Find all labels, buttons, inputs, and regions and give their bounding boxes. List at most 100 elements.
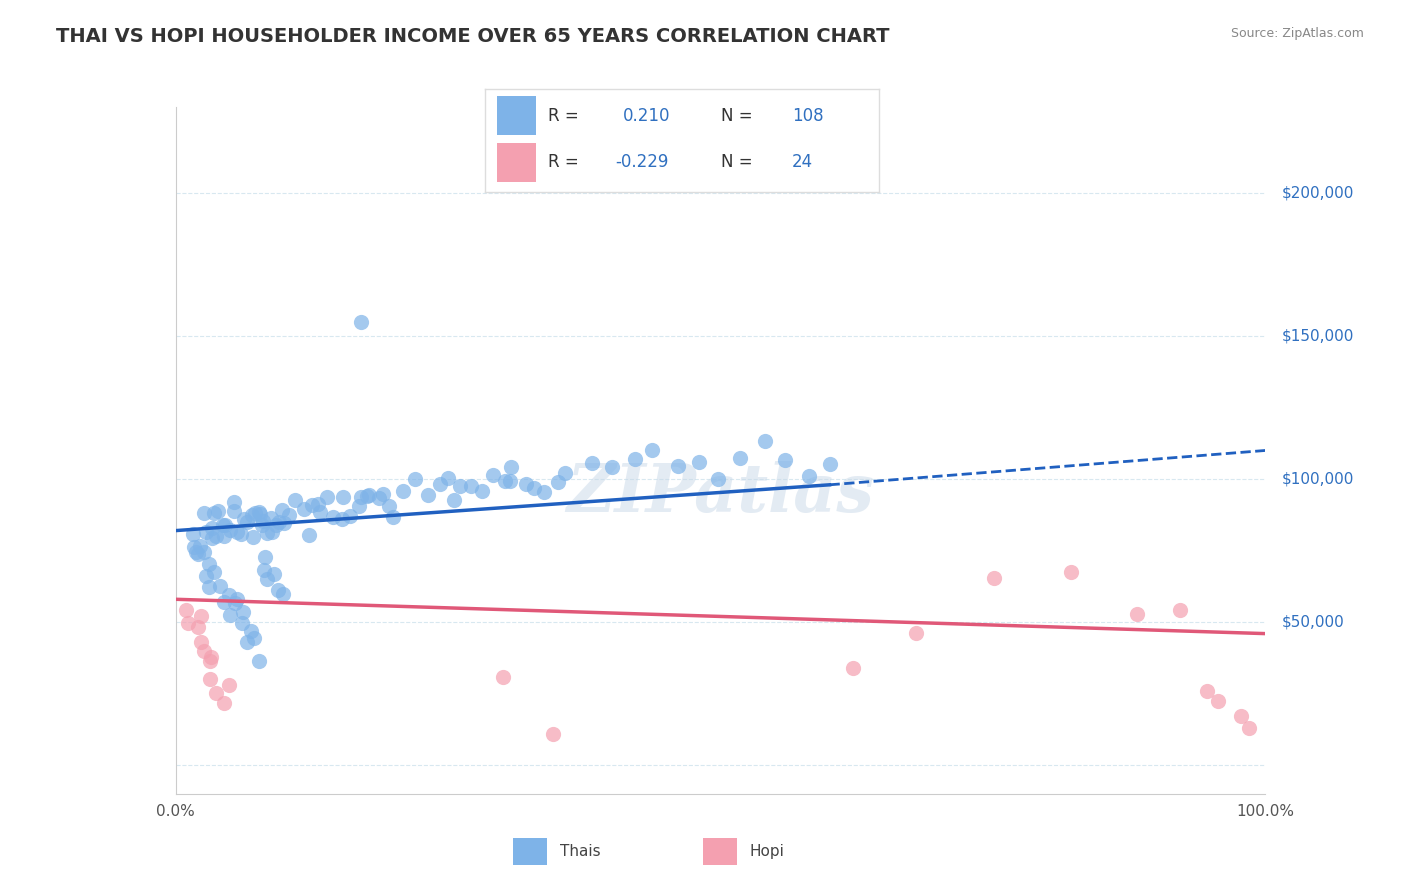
Point — [262, 524, 284, 539]
Point — [482, 467, 505, 482]
Point — [1197, 683, 1219, 698]
Point — [247, 504, 270, 518]
Text: R =: R = — [548, 153, 579, 171]
Text: 24: 24 — [792, 153, 813, 171]
Point — [373, 487, 395, 501]
Point — [350, 315, 373, 329]
Point — [773, 452, 796, 467]
Point — [231, 527, 253, 541]
Point — [298, 528, 321, 542]
Point — [214, 518, 236, 533]
Text: $150,000: $150,000 — [1282, 328, 1354, 343]
Point — [581, 456, 603, 470]
Point — [252, 563, 274, 577]
Point — [212, 517, 235, 532]
Point — [226, 592, 249, 607]
Text: Source: ZipAtlas.com: Source: ZipAtlas.com — [1230, 27, 1364, 40]
Point — [256, 572, 278, 586]
Point — [240, 624, 263, 638]
Point — [183, 527, 205, 541]
Point — [292, 502, 315, 516]
Point — [309, 504, 332, 518]
Point — [201, 521, 224, 535]
Point — [641, 443, 664, 458]
Point — [1060, 565, 1083, 579]
Point — [624, 452, 647, 467]
Point — [983, 571, 1005, 585]
Point — [247, 654, 270, 668]
Point — [212, 697, 235, 711]
Point — [688, 455, 710, 469]
Point — [278, 508, 301, 522]
Point — [250, 518, 273, 533]
Text: -0.229: -0.229 — [614, 153, 668, 171]
Point — [316, 490, 339, 504]
Point — [284, 493, 307, 508]
Point — [492, 670, 515, 684]
Point — [243, 507, 266, 521]
Bar — [703, 838, 737, 865]
Point — [231, 615, 253, 630]
Point — [404, 472, 426, 486]
Point — [429, 477, 451, 491]
Text: $50,000: $50,000 — [1282, 615, 1344, 630]
Text: THAI VS HOPI HOUSEHOLDER INCOME OVER 65 YEARS CORRELATION CHART: THAI VS HOPI HOUSEHOLDER INCOME OVER 65 … — [56, 27, 890, 45]
Point — [187, 547, 209, 561]
Point — [523, 481, 546, 495]
Point — [200, 531, 222, 545]
Point — [1206, 694, 1229, 708]
Point — [1230, 709, 1253, 723]
Point — [1168, 602, 1191, 616]
Point — [416, 488, 439, 502]
Point — [225, 524, 247, 539]
Point — [273, 516, 295, 530]
Point — [214, 529, 236, 543]
Text: R =: R = — [548, 107, 579, 125]
Point — [533, 485, 555, 500]
Point — [797, 469, 820, 483]
Point — [218, 588, 240, 602]
Point — [174, 603, 197, 617]
Point — [193, 544, 215, 558]
Point — [190, 634, 212, 648]
Point — [728, 450, 751, 465]
Point — [232, 605, 254, 619]
Point — [381, 509, 404, 524]
Point — [368, 491, 391, 505]
Point — [190, 609, 212, 624]
Text: 0.210: 0.210 — [623, 107, 671, 125]
Point — [271, 502, 294, 516]
Bar — [496, 143, 536, 181]
Text: N =: N = — [721, 153, 752, 171]
Point — [188, 539, 211, 553]
Point — [240, 508, 263, 523]
Point — [193, 644, 215, 658]
Point — [554, 466, 576, 480]
Point — [322, 509, 344, 524]
Point — [754, 434, 776, 448]
Point — [194, 525, 217, 540]
Point — [543, 727, 565, 741]
Point — [219, 607, 242, 622]
Point — [204, 686, 226, 700]
Point — [202, 506, 225, 520]
Point — [252, 514, 274, 528]
Point — [197, 580, 219, 594]
Point — [249, 507, 271, 521]
Point — [359, 488, 381, 502]
Point — [242, 530, 264, 544]
Point — [218, 523, 240, 537]
Text: $100,000: $100,000 — [1282, 472, 1354, 486]
Point — [260, 510, 283, 524]
Point — [499, 460, 522, 475]
Point — [236, 635, 259, 649]
Point — [207, 504, 229, 518]
Point — [200, 650, 222, 665]
Point — [356, 489, 378, 503]
Point — [271, 587, 294, 601]
Point — [818, 457, 841, 471]
Point — [1237, 721, 1260, 735]
Point — [184, 545, 207, 559]
Text: N =: N = — [721, 107, 752, 125]
Point — [377, 499, 399, 513]
